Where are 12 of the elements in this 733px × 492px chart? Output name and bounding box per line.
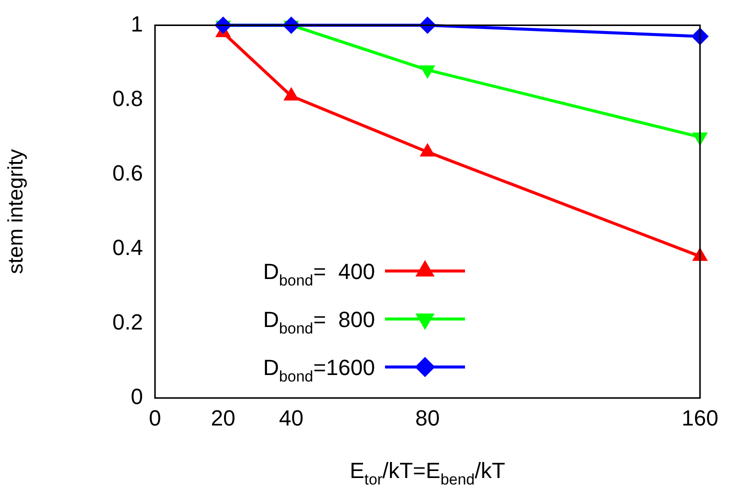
x-tick-label: 20	[210, 405, 236, 430]
x-tick-label: 0	[148, 405, 162, 430]
x-tick-label: 80	[415, 405, 440, 430]
y-tick-label: 0.4	[112, 234, 143, 260]
y-tick-label: 1	[130, 11, 143, 36]
y-tick-label: 0.8	[112, 86, 143, 111]
x-tick-label: 160	[682, 405, 718, 430]
x-tick-label: 40	[279, 405, 304, 430]
y-tick-label: 0.2	[112, 310, 143, 335]
y-tick-label: 0	[130, 384, 143, 410]
y-tick-label: 0.6	[112, 160, 143, 186]
y-axis-title: stem integrity	[4, 148, 28, 274]
